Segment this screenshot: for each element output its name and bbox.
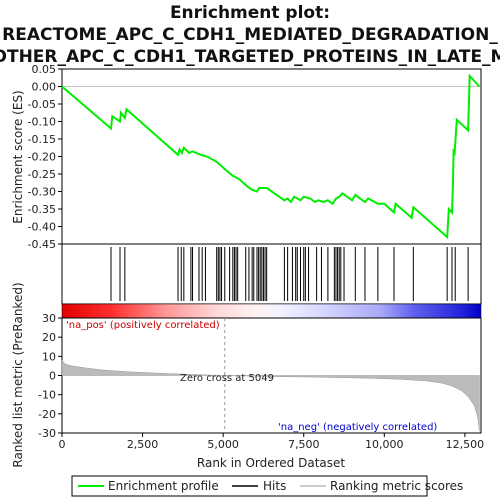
es-y-tick-label: 0.05	[32, 63, 57, 76]
chart-title-line-2: REACTOME_APC_C_CDH1_MEDIATED_DEGRADATION…	[2, 25, 498, 45]
ranked-y-tick-label: 0	[49, 370, 56, 383]
zero-cross-label: Zero cross at 5049	[180, 373, 274, 384]
es-y-tick-label: -0.05	[28, 98, 56, 111]
ranked-y-tick-label: -20	[38, 408, 56, 421]
legend-label-hits: Hits	[263, 479, 286, 493]
hits-panel-frame	[61, 243, 482, 305]
es-y-tick-label: -0.45	[28, 238, 56, 251]
ranked-y-tick-label: 30	[42, 312, 56, 325]
legend-label-enrichment: Enrichment profile	[108, 479, 219, 493]
es-y-axis-label: Enrichment score (ES)	[11, 90, 25, 223]
ranking-metric-area	[61, 359, 480, 432]
hit-markers	[110, 247, 469, 301]
x-axis-label: Rank in Ordered Dataset	[197, 456, 345, 470]
ranked-y-tick-label: 20	[42, 331, 56, 344]
enrichment-profile-line	[61, 73, 481, 240]
es-y-tick-label: -0.30	[28, 186, 56, 199]
es-y-tick-label: -0.40	[28, 221, 56, 234]
x-tick-label: 10,000	[365, 438, 404, 451]
x-tick-label: 5,000	[207, 438, 239, 451]
es-y-ticks: 0.05 0.00 -0.05 -0.10 -0.15 -0.20 -0.25 -0.30 -0…	[28, 63, 62, 251]
es-y-tick-label: -0.15	[28, 133, 56, 146]
negative-correlation-label: 'na_neg' (negatively correlated)	[278, 422, 437, 433]
es-y-tick-label: 0.00	[32, 81, 57, 94]
x-tick-label: 0	[59, 438, 66, 451]
x-tick-label: 12,500	[446, 438, 485, 451]
x-tick-label: 2,500	[127, 438, 159, 451]
es-y-tick-label: -0.20	[28, 151, 56, 164]
ranked-y-tick-label: -30	[38, 427, 56, 440]
es-y-tick-label: -0.35	[28, 203, 56, 216]
ranked-y-axis-label: Ranked list metric (PreRanked)	[11, 282, 25, 467]
ranked-y-tick-label: 10	[42, 350, 56, 363]
positive-correlation-label: 'na_pos' (positively correlated)	[66, 320, 220, 331]
chart-title-line-3: OTHER_APC_C_CDH1_TARGETED_PROTEINS_IN_LA…	[0, 47, 500, 67]
ranked-y-ticks: 30 20 10 0 -10 -20 -30	[38, 312, 62, 440]
es-panel-frame	[61, 68, 482, 245]
legend: Enrichment profile Hits Ranking metric s…	[71, 475, 463, 497]
x-tick-label: 7,500	[288, 438, 320, 451]
legend-label-ranking: Ranking metric scores	[330, 479, 463, 493]
chart-title-line-1: Enrichment plot:	[170, 3, 330, 23]
ranking-heatmap-bar	[61, 303, 482, 319]
ranked-y-tick-label: -10	[38, 389, 56, 402]
es-y-tick-label: -0.10	[28, 116, 56, 129]
es-y-tick-label: -0.25	[28, 168, 56, 181]
x-axis-ticks: 0 2,500 5,000 7,500 10,000 12,500	[59, 433, 485, 451]
